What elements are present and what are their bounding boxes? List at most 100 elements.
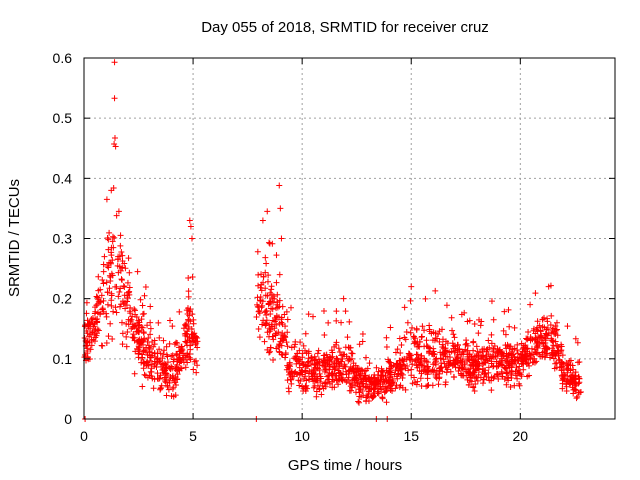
data-point xyxy=(432,361,439,368)
data-point xyxy=(126,269,133,276)
data-point xyxy=(138,359,145,366)
data-point xyxy=(314,350,321,357)
data-point xyxy=(421,357,428,364)
data-point xyxy=(396,384,403,391)
data-point xyxy=(470,347,477,354)
data-point xyxy=(333,377,340,384)
data-point xyxy=(404,319,411,326)
data-point xyxy=(559,385,566,392)
data-point xyxy=(95,298,102,305)
data-point xyxy=(90,336,97,343)
data-point xyxy=(368,393,375,400)
data-point xyxy=(269,323,276,330)
data-point xyxy=(115,208,122,215)
data-point xyxy=(286,369,293,376)
data-point xyxy=(315,347,322,354)
data-point xyxy=(188,331,195,338)
data-point xyxy=(308,354,315,361)
data-point xyxy=(262,322,269,329)
data-point xyxy=(521,355,528,362)
data-point xyxy=(366,360,373,367)
data-point xyxy=(140,365,147,372)
data-point xyxy=(283,339,290,346)
data-point xyxy=(407,352,414,359)
data-point xyxy=(276,349,283,356)
data-point xyxy=(296,372,303,379)
data-point xyxy=(404,362,411,369)
data-point xyxy=(574,339,581,346)
data-point xyxy=(340,351,347,358)
data-point xyxy=(456,365,463,372)
data-point xyxy=(103,279,110,286)
data-point xyxy=(470,383,477,390)
data-point xyxy=(338,376,345,383)
data-point xyxy=(489,353,496,360)
data-point xyxy=(109,335,116,342)
data-point xyxy=(185,353,192,360)
data-point xyxy=(502,331,509,338)
data-point xyxy=(499,362,506,369)
data-point xyxy=(118,319,125,326)
data-point xyxy=(98,342,105,349)
data-point xyxy=(292,341,299,348)
data-point xyxy=(141,292,148,299)
data-point xyxy=(551,365,558,372)
data-point xyxy=(134,345,141,352)
data-point xyxy=(270,356,277,363)
data-point xyxy=(524,345,531,352)
data-point xyxy=(261,309,268,316)
data-point xyxy=(559,352,566,359)
data-point xyxy=(514,375,521,382)
data-point xyxy=(443,302,450,309)
data-point xyxy=(408,366,415,373)
data-point xyxy=(101,253,108,260)
data-point xyxy=(100,261,107,268)
data-point xyxy=(148,365,155,372)
data-point xyxy=(343,371,350,378)
data-point xyxy=(157,384,164,391)
data-point xyxy=(125,255,132,262)
data-point xyxy=(352,362,359,369)
data-point xyxy=(419,362,426,369)
data-point xyxy=(320,307,327,314)
data-point xyxy=(293,356,300,363)
data-point xyxy=(538,332,545,339)
data-point xyxy=(137,296,144,303)
data-point xyxy=(134,328,141,335)
data-point xyxy=(84,350,91,357)
data-point xyxy=(536,351,543,358)
data-point xyxy=(100,268,107,275)
data-point xyxy=(380,383,387,390)
data-point xyxy=(555,348,562,355)
data-point xyxy=(530,359,537,366)
data-point xyxy=(549,337,556,344)
data-point xyxy=(264,208,271,215)
data-point xyxy=(273,279,280,286)
data-point xyxy=(321,363,328,370)
data-point xyxy=(264,346,271,353)
data-point xyxy=(536,322,543,329)
data-point xyxy=(392,349,399,356)
data-point xyxy=(291,344,298,351)
data-point xyxy=(131,306,138,313)
data-point xyxy=(409,380,416,387)
data-point xyxy=(415,361,422,368)
y-tick-label: 0.1 xyxy=(53,351,73,367)
data-point xyxy=(274,304,281,311)
data-point xyxy=(131,370,138,377)
data-point xyxy=(150,343,157,350)
data-point xyxy=(331,366,338,373)
data-point xyxy=(95,287,102,294)
data-point xyxy=(157,350,164,357)
data-point xyxy=(541,334,548,341)
data-point xyxy=(94,294,101,301)
data-point xyxy=(480,360,487,367)
data-point xyxy=(418,383,425,390)
data-point xyxy=(474,354,481,361)
data-point xyxy=(501,308,508,315)
data-point xyxy=(88,316,95,323)
data-point xyxy=(381,389,388,396)
data-point xyxy=(511,324,518,331)
data-point xyxy=(342,377,349,384)
